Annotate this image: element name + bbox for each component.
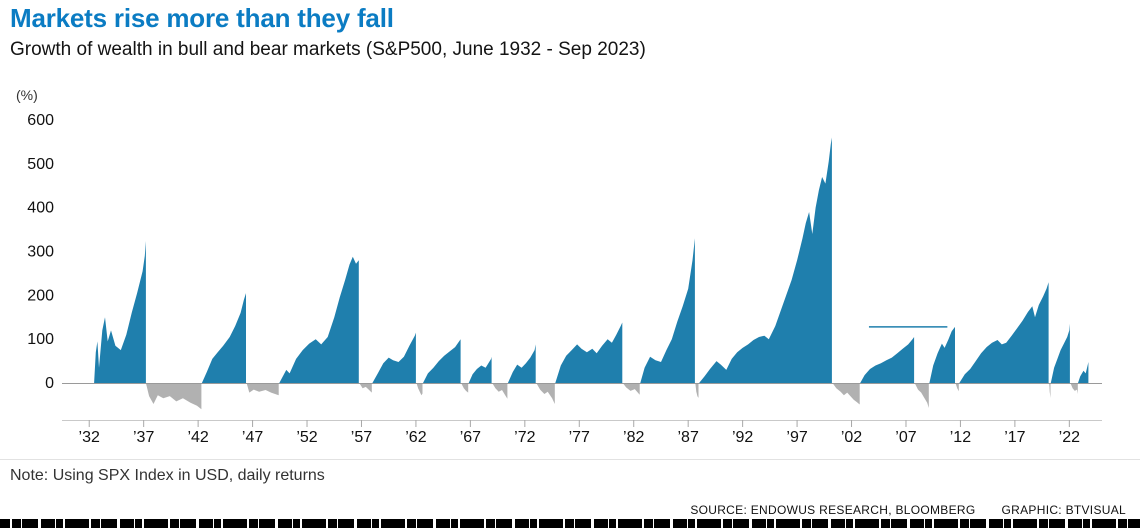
bear-market-area xyxy=(359,383,372,393)
x-tick-label: ’32 xyxy=(79,429,100,446)
y-tick-label: 600 xyxy=(27,112,54,129)
bull-market-area xyxy=(1078,362,1089,383)
bull-market-area xyxy=(1050,323,1070,383)
x-tick-label: ’47 xyxy=(242,429,263,446)
bull-market-area xyxy=(468,356,492,383)
y-axis-unit-label: (%) xyxy=(16,87,38,103)
x-tick-label: ’72 xyxy=(514,429,535,446)
x-tick-label: ’82 xyxy=(623,429,644,446)
x-tick-label: ’37 xyxy=(133,429,154,446)
x-tick-label: ’07 xyxy=(895,429,916,446)
bear-market-area xyxy=(461,383,469,393)
bear-market-area xyxy=(622,383,640,395)
bear-market-area xyxy=(246,383,279,396)
y-tick-label: 200 xyxy=(27,287,54,304)
bull-market-area xyxy=(929,326,955,383)
bull-market-area xyxy=(423,339,461,383)
x-tick-label: ’67 xyxy=(460,429,481,446)
x-tick-label: ’52 xyxy=(296,429,317,446)
chart-subtitle: Growth of wealth in bull and bear market… xyxy=(10,38,646,60)
bull-market-area xyxy=(201,293,246,383)
bull-market-area xyxy=(555,322,623,383)
y-tick-label: 500 xyxy=(27,156,54,173)
bear-market-area xyxy=(1070,383,1078,394)
source-credit: SOURCE: ENDOWUS RESEARCH, BLOOMBERG xyxy=(690,503,976,517)
footnote: Note: Using SPX Index in USD, daily retu… xyxy=(10,467,325,484)
bull-market-area xyxy=(94,241,146,383)
bull-market-area xyxy=(860,337,915,383)
bull-market-area xyxy=(699,137,832,383)
x-tick-label: ’22 xyxy=(1059,429,1080,446)
x-tick-label: ’87 xyxy=(677,429,698,446)
bear-market-area xyxy=(914,383,929,408)
x-tick-label: ’17 xyxy=(1004,429,1025,446)
graphic-credit: GRAPHIC: BTVISUAL xyxy=(1001,503,1126,517)
credits-row: SOURCE: ENDOWUS RESEARCH, BLOOMBERG GRAPH… xyxy=(690,503,1126,517)
y-tick-label: 300 xyxy=(27,244,54,261)
y-tick-label: 100 xyxy=(27,331,54,348)
bear-market-area xyxy=(955,383,959,392)
bull-market-area xyxy=(959,282,1049,383)
bull-market-area xyxy=(279,256,359,383)
bear-market-area xyxy=(832,383,860,405)
x-tick-label: ’57 xyxy=(351,429,372,446)
chart-header: Markets rise more than they fall Growth … xyxy=(10,3,646,61)
bull-market-area xyxy=(640,238,695,383)
x-tick-label: ’02 xyxy=(841,429,862,446)
x-tick-label: ’62 xyxy=(405,429,426,446)
x-tick-label: ’42 xyxy=(187,429,208,446)
x-tick-label: ’92 xyxy=(732,429,753,446)
chart-title: Markets rise more than they fall xyxy=(10,3,394,33)
bear-market-area xyxy=(536,383,555,404)
decorative-barcode-strip xyxy=(0,519,1140,528)
bear-market-area xyxy=(695,383,699,398)
bear-market-area xyxy=(492,383,508,399)
bear-market-area xyxy=(416,383,423,396)
x-tick-label: ’97 xyxy=(786,429,807,446)
bull-market-area xyxy=(507,344,536,383)
footnote-divider xyxy=(0,459,1140,460)
bull-market-area xyxy=(372,332,416,383)
y-tick-label: 0 xyxy=(45,375,54,392)
x-tick-label: ’77 xyxy=(569,429,590,446)
y-tick-label: 400 xyxy=(27,200,54,217)
bear-market-area xyxy=(1049,383,1051,398)
x-tick-label: ’12 xyxy=(950,429,971,446)
bear-market-area xyxy=(145,383,202,410)
